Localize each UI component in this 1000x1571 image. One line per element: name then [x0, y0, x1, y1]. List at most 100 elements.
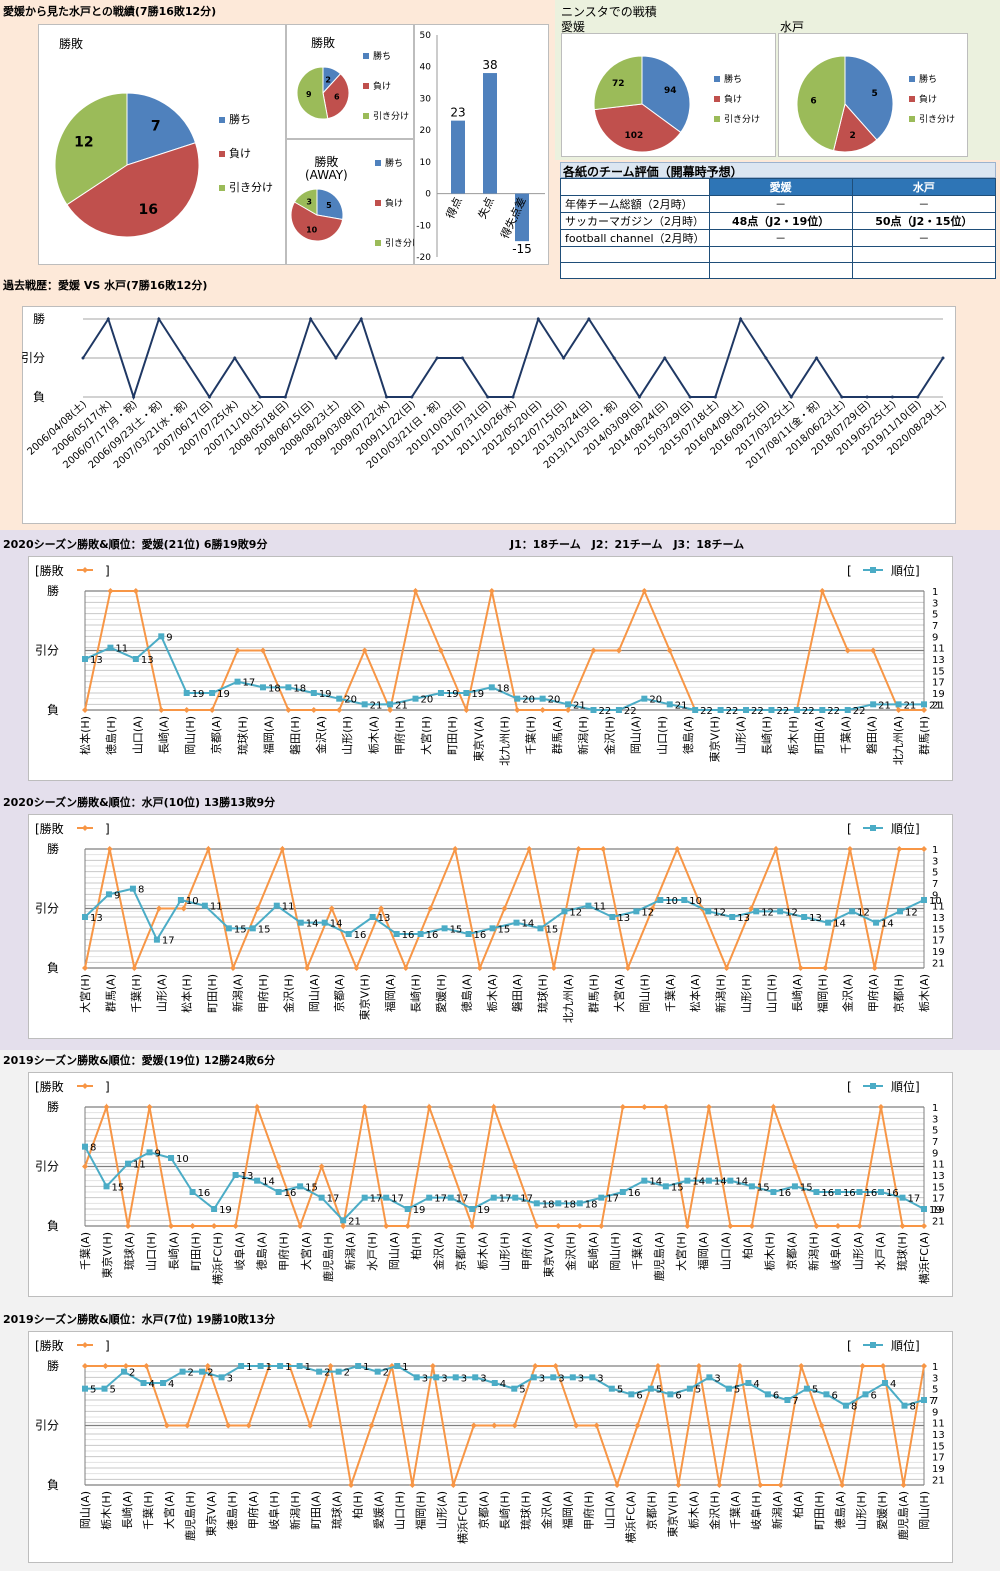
- rank-value-label: 17: [327, 1194, 340, 1205]
- result-line: [84, 1103, 924, 1230]
- result-point: [225, 1422, 232, 1429]
- rank-point: [813, 1189, 820, 1195]
- x-tick-label: 福岡(A): [560, 1491, 574, 1529]
- rank-point: [160, 1380, 167, 1386]
- rank-value-label: 19: [192, 689, 205, 700]
- rank-value-label: 17: [434, 1194, 447, 1205]
- rank-value-label: 19: [929, 1205, 942, 1216]
- pie-slice: [290, 201, 344, 242]
- rank-tick-label: 13: [932, 1430, 945, 1441]
- x-tick-label: 横浜FC(A): [917, 1232, 931, 1284]
- eval-cell: －: [708, 229, 853, 247]
- legend-rank-label: [: [847, 1339, 852, 1353]
- x-tick-label: 東京V(A): [471, 716, 485, 762]
- rank-value-label: 17: [243, 678, 256, 689]
- rank-value-label: 17: [606, 1194, 619, 1205]
- legend-label: 引き分け: [919, 114, 955, 125]
- x-tick-label: 群馬(A): [103, 974, 117, 1012]
- rank-tick-label: 13: [932, 1171, 945, 1182]
- result-point: [183, 707, 190, 713]
- x-tick-label: 京都(A): [209, 716, 223, 754]
- x-tick-label: 柏(H): [409, 1232, 423, 1260]
- result-point: [310, 707, 317, 713]
- rank-point: [82, 914, 88, 920]
- result-point: [383, 1223, 390, 1229]
- history-point: [157, 317, 161, 321]
- result-point: [818, 1422, 825, 1429]
- x-tick-label: 岡山(H): [184, 716, 197, 755]
- history-point: [764, 356, 768, 360]
- rank-point: [146, 1149, 153, 1156]
- rank-value-label: 5: [90, 1385, 96, 1396]
- result-point: [429, 1363, 436, 1369]
- rank-value-label: 14: [692, 1177, 705, 1188]
- rank-value-label: 14: [881, 919, 894, 930]
- rank-point: [706, 1374, 713, 1381]
- rank-value-label: 3: [578, 1373, 584, 1384]
- rank-tick-label: 21: [932, 958, 945, 969]
- rank-value-label: 15: [545, 924, 558, 935]
- rank-point: [727, 1177, 734, 1184]
- rank-value-label: 16: [402, 930, 415, 941]
- rank-point: [201, 902, 208, 909]
- history-line-chart: 負引分勝2006/04/08(土)2006/05/17(水)2006/07/17…: [21, 311, 949, 471]
- result-point: [526, 846, 533, 852]
- x-tick-label: 磐田(H): [288, 716, 302, 755]
- rank-point: [273, 902, 280, 909]
- legend-swatch: [714, 116, 720, 122]
- rank-value-label: 3: [227, 1373, 233, 1384]
- rank-point: [514, 695, 521, 702]
- rank-value-label: 16: [198, 1188, 211, 1199]
- result-point: [143, 1363, 150, 1369]
- rank-tick-label: 9: [932, 632, 938, 643]
- rank-point: [404, 1206, 411, 1212]
- legend-result-end: ]: [105, 822, 110, 836]
- rank-point: [211, 1206, 218, 1212]
- result-point: [259, 647, 266, 654]
- rank-point: [590, 707, 597, 713]
- legend-label: 負け: [919, 93, 937, 105]
- x-tick-label: 東京V(H): [665, 1491, 679, 1537]
- result-point: [871, 965, 878, 971]
- result-point: [107, 588, 114, 594]
- mito2019-panel: 1 3 5 7 9 11 13 15 17 19 21 負引分勝 [勝敗][順位] 5 5 2 4 4 2 2 3 1 1 1…: [28, 1331, 953, 1563]
- x-tick-label: 水戸(A): [874, 1232, 887, 1270]
- legend-result-marker: [82, 1342, 88, 1348]
- x-tick-label: 山形(H): [855, 1491, 868, 1530]
- result-point: [895, 707, 902, 713]
- eval-cell: －: [708, 195, 853, 213]
- rank-point: [82, 1385, 88, 1392]
- x-tick-label: 磐田(A): [510, 974, 524, 1012]
- rank-value-label: 18: [268, 683, 281, 694]
- pie-slice: [296, 66, 329, 120]
- rank-point: [825, 919, 832, 926]
- rank-tick-label: 9: [932, 1148, 938, 1159]
- rank-point: [374, 1368, 381, 1375]
- result-point: [470, 1422, 477, 1429]
- rank-value-label: 11: [210, 902, 223, 913]
- rank-point: [121, 1368, 128, 1375]
- result-point: [649, 905, 656, 912]
- x-tick-label: 柏(A): [740, 1232, 754, 1259]
- result-point: [634, 1422, 641, 1429]
- rank-point: [452, 1374, 459, 1381]
- legend-label: 引き分け: [229, 180, 273, 194]
- history-point: [106, 317, 110, 321]
- x-tick-label: 山形(H): [499, 1232, 512, 1271]
- history-point: [840, 395, 844, 399]
- ehime2019-chart: 13579111315171921負引分勝[勝敗][順位]81511910161…: [35, 1079, 945, 1285]
- rank-point: [254, 1177, 261, 1184]
- rank-value-label: 5: [695, 1385, 701, 1396]
- legend-swatch: [714, 76, 720, 82]
- rank-point: [899, 1194, 906, 1201]
- x-tick-label: 福岡(A): [262, 716, 276, 754]
- result-point: [716, 1482, 723, 1488]
- result-point: [318, 1163, 325, 1170]
- result-point: [275, 1163, 282, 1170]
- rank-value-label: 22: [751, 706, 764, 717]
- x-tick-label: 山口(A): [603, 1491, 616, 1529]
- rank-value-label: 12: [905, 907, 918, 918]
- x-tick-label: 琉球(H): [895, 1232, 909, 1271]
- rank-value-label: 2: [383, 1368, 389, 1379]
- result-point: [705, 1104, 712, 1110]
